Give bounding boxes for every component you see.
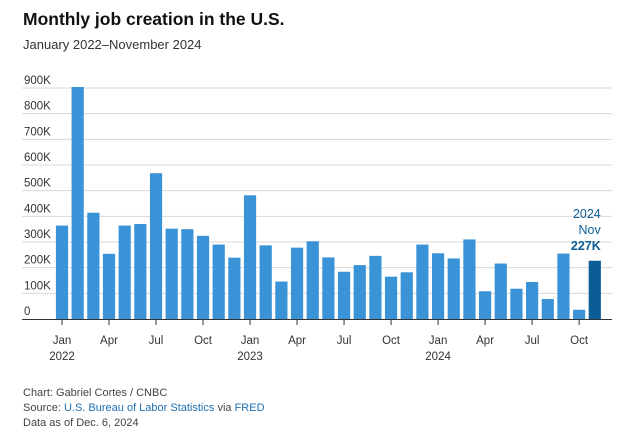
y-tick-label: 200K — [24, 255, 51, 267]
bar — [478, 291, 492, 319]
chart-subtitle: January 2022–November 2024 — [23, 37, 202, 52]
x-tick-label: Jan — [429, 335, 448, 347]
x-tick-year-label: 2024 — [425, 351, 451, 363]
bar — [431, 253, 445, 319]
bar — [102, 253, 116, 319]
bar — [243, 195, 257, 319]
x-tick-year-label: 2022 — [49, 351, 75, 363]
bar — [573, 309, 586, 319]
chart-footer: Chart: Gabriel Cortes / CNBC Source: U.S… — [23, 386, 265, 431]
x-tick-label: Apr — [476, 335, 494, 347]
annotation-value: 227K — [571, 239, 601, 253]
x-tick-year-label: 2023 — [237, 351, 263, 363]
bar — [322, 257, 335, 319]
y-tick-label: 900K — [24, 75, 51, 87]
bar — [526, 282, 539, 319]
annotation-year: 2024 — [573, 207, 601, 221]
bar — [87, 212, 100, 319]
y-tick-label: 100K — [24, 280, 51, 292]
bar — [588, 260, 601, 319]
bar — [416, 244, 429, 319]
bar — [149, 173, 163, 319]
chart-source: Source: U.S. Bureau of Labor Statistics … — [23, 401, 265, 416]
annotation-month: Nov — [579, 223, 602, 237]
bar — [541, 298, 554, 319]
bls-link[interactable]: U.S. Bureau of Labor Statistics — [63, 402, 215, 414]
bar — [212, 244, 225, 319]
source-prefix: Source: — [23, 402, 64, 414]
x-tick-label: Jul — [337, 335, 352, 347]
bar — [337, 271, 351, 319]
bar — [181, 229, 194, 319]
bar — [196, 235, 210, 319]
bar — [134, 224, 147, 319]
bar — [557, 253, 570, 319]
bar — [384, 276, 398, 319]
y-tick-label: 400K — [24, 203, 51, 215]
x-tick-label: Oct — [194, 335, 213, 347]
x-tick-label: Apr — [100, 335, 118, 347]
bar — [400, 272, 413, 319]
data-as-of: Data as of Dec. 6, 2024 — [23, 417, 139, 429]
bar — [118, 225, 131, 319]
source-via: via — [214, 402, 235, 414]
bar-chart: 0 100K 200K 300K 400K 500K 600K 700K 800K 900K Jan… — [22, 75, 612, 363]
bar — [369, 255, 382, 319]
y-tick-label: 600K — [24, 152, 51, 164]
y-tick-label: 700K — [24, 126, 51, 138]
bar — [306, 241, 319, 319]
bar — [510, 288, 523, 319]
bar — [228, 257, 241, 319]
chart-title: Monthly job creation in the U.S. — [23, 9, 285, 29]
x-tick-label: Jul — [525, 335, 540, 347]
x-tick-label: Apr — [288, 335, 306, 347]
bar — [353, 265, 366, 319]
x-tick-label: Oct — [570, 335, 589, 347]
x-tick-label: Jan — [241, 335, 260, 347]
y-tick-label: 800K — [24, 101, 51, 113]
y-tick-label: 0 — [24, 306, 30, 318]
x-tick-label: Jan — [53, 335, 72, 347]
bar — [447, 258, 460, 319]
bar — [55, 225, 69, 319]
x-tick-label: Oct — [382, 335, 401, 347]
bar — [463, 239, 476, 319]
bar — [494, 263, 507, 319]
y-tick-label: 300K — [24, 229, 51, 241]
bar — [275, 281, 288, 319]
bar — [259, 245, 272, 319]
fred-link[interactable]: FRED — [234, 402, 265, 414]
chart-credit: Chart: Gabriel Cortes / CNBC — [23, 387, 168, 399]
bar — [165, 228, 178, 319]
y-tick-label: 500K — [24, 178, 51, 190]
bar — [71, 86, 84, 320]
bar — [290, 247, 304, 319]
x-tick-label: Jul — [149, 335, 164, 347]
